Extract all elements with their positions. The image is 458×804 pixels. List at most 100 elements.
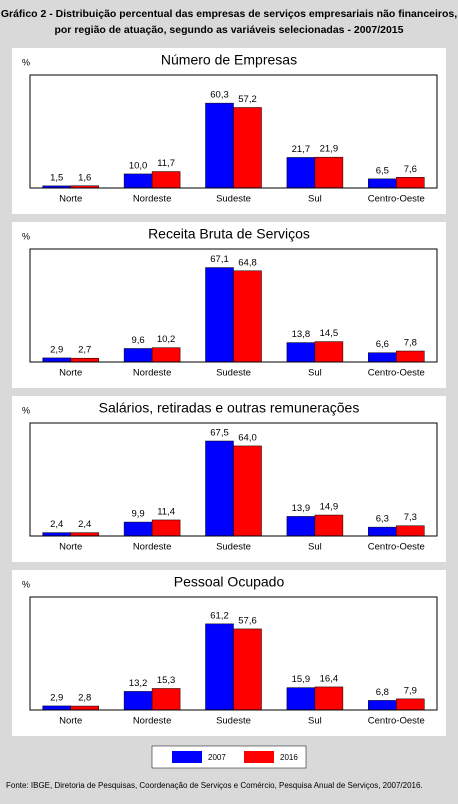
value-label: 7,9 [404, 685, 417, 696]
figure-title: Gráfico 2 - Distribuição percentual das … [1, 8, 457, 20]
value-label: 16,4 [320, 673, 339, 684]
plot-frame [29, 422, 438, 537]
x-tick-label: Nordeste [133, 368, 172, 379]
x-tick-label: Sudeste [216, 716, 251, 727]
bar [368, 700, 397, 711]
x-tick-label: Sudeste [216, 194, 251, 205]
bar [70, 705, 99, 711]
bar [368, 352, 397, 363]
chart-title: Número de Empresas [161, 52, 297, 68]
value-label: 57,6 [238, 615, 257, 626]
value-label: 2,4 [50, 519, 63, 530]
bar [233, 445, 262, 537]
value-label: 6,6 [376, 339, 389, 350]
x-tick-label: Sul [308, 716, 322, 727]
value-label: 6,3 [376, 514, 389, 525]
x-tick-label: Nordeste [133, 194, 172, 205]
value-label: 2,8 [78, 693, 91, 704]
bar [368, 526, 397, 537]
value-label: 6,5 [376, 165, 389, 176]
value-label: 64,8 [238, 257, 257, 268]
value-label: 61,2 [210, 610, 229, 621]
value-label: 67,1 [210, 254, 229, 265]
value-label: 10,2 [157, 334, 176, 345]
x-tick-label: Norte [59, 194, 82, 205]
value-label: 7,3 [404, 512, 417, 523]
bar [368, 178, 397, 189]
value-label: 9,9 [131, 509, 144, 520]
value-label: 2,7 [78, 345, 91, 356]
x-tick-label: Sudeste [216, 368, 251, 379]
value-label: 6,8 [376, 687, 389, 698]
bar [151, 347, 181, 363]
bar [396, 350, 425, 363]
bar [123, 173, 153, 189]
x-tick-label: Centro-Oeste [368, 194, 425, 205]
x-tick-label: Sul [308, 542, 322, 553]
value-label: 2,4 [78, 519, 91, 530]
bar [123, 521, 153, 537]
value-label: 11,7 [157, 158, 175, 169]
value-label: 10,0 [129, 160, 148, 171]
value-label: 13,8 [292, 329, 311, 340]
y-axis-label: % [22, 57, 30, 67]
bar [396, 698, 425, 711]
legend-label: 2007 [208, 753, 226, 762]
value-label: 21,7 [292, 144, 311, 155]
x-tick-label: Sul [308, 194, 322, 205]
figure-title: por região de atuação, segundo as variáv… [54, 24, 403, 36]
bar [70, 357, 99, 363]
bar [286, 157, 316, 189]
x-tick-label: Centro-Oeste [368, 368, 425, 379]
value-label: 60,3 [210, 90, 229, 101]
x-tick-label: Sul [308, 368, 322, 379]
y-axis-label: % [22, 231, 30, 241]
bar [42, 532, 71, 537]
bar [42, 357, 71, 363]
chart-title: Pessoal Ocupado [174, 574, 285, 590]
plot-frame [29, 596, 438, 711]
x-tick-label: Norte [59, 368, 82, 379]
chart-title: Receita Bruta de Serviços [148, 226, 310, 242]
bar [205, 267, 234, 363]
bar [233, 628, 262, 711]
legend-label: 2016 [280, 753, 298, 762]
chart-title: Salários, retiradas e outras remuneraçõe… [99, 400, 360, 416]
bar [151, 519, 181, 537]
value-label: 57,2 [238, 94, 257, 105]
bar [314, 514, 344, 537]
value-label: 7,6 [404, 164, 417, 175]
bar [233, 270, 262, 363]
bar [233, 107, 262, 189]
value-label: 21,9 [320, 144, 339, 155]
value-label: 2,9 [50, 344, 63, 355]
value-label: 13,2 [129, 678, 148, 689]
x-tick-label: Norte [59, 716, 82, 727]
bar [123, 348, 153, 363]
x-tick-label: Norte [59, 542, 82, 553]
legend-swatch [244, 751, 274, 763]
bar [286, 342, 316, 363]
bar [151, 688, 181, 711]
value-label: 9,6 [131, 335, 144, 346]
bar [151, 171, 181, 189]
plot-frame [29, 248, 438, 363]
bar [123, 691, 153, 711]
value-label: 1,5 [50, 172, 63, 183]
value-label: 14,5 [320, 328, 339, 339]
bar [314, 156, 344, 189]
value-label: 2,9 [50, 692, 63, 703]
y-axis-label: % [22, 405, 30, 415]
value-label: 15,3 [157, 675, 176, 686]
bar [70, 532, 99, 537]
source: Fonte: IBGE, Diretoria de Pesquisas, Coo… [6, 781, 423, 790]
value-label: 13,9 [292, 503, 311, 514]
bar [314, 686, 344, 711]
value-label: 14,9 [320, 502, 339, 513]
y-axis-label: % [22, 579, 30, 589]
legend-swatch [172, 751, 202, 763]
bar [396, 525, 425, 537]
x-tick-label: Centro-Oeste [368, 542, 425, 553]
